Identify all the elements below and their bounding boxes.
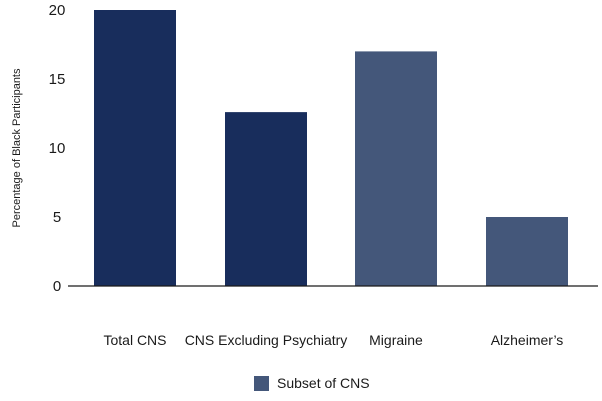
bar — [355, 51, 437, 287]
legend: Subset of CNS — [254, 375, 370, 391]
y-tick-label: 5 — [53, 209, 61, 226]
y-axis-ticks: 0 5 10 15 20 — [49, 2, 66, 295]
y-tick-label: 15 — [49, 71, 66, 88]
x-tick-label: Alzheimer’s — [491, 332, 564, 348]
x-tick-label: Migraine — [369, 332, 423, 348]
legend-swatch — [254, 375, 269, 391]
y-tick-label: 0 — [53, 278, 61, 295]
y-tick-label: 10 — [49, 140, 66, 157]
x-axis-labels: Total CNS CNS Excluding Psychiatry Migrain… — [103, 332, 563, 348]
x-tick-label: Total CNS — [103, 332, 166, 348]
bar — [94, 10, 176, 286]
bars — [94, 10, 568, 287]
x-tick-label: CNS Excluding Psychiatry — [185, 332, 348, 348]
y-tick-label: 20 — [49, 2, 66, 19]
bar — [225, 112, 307, 287]
y-axis-title: Percentage of Black Participants — [11, 68, 23, 227]
bar — [486, 217, 568, 286]
legend-label: Subset of CNS — [277, 375, 370, 391]
